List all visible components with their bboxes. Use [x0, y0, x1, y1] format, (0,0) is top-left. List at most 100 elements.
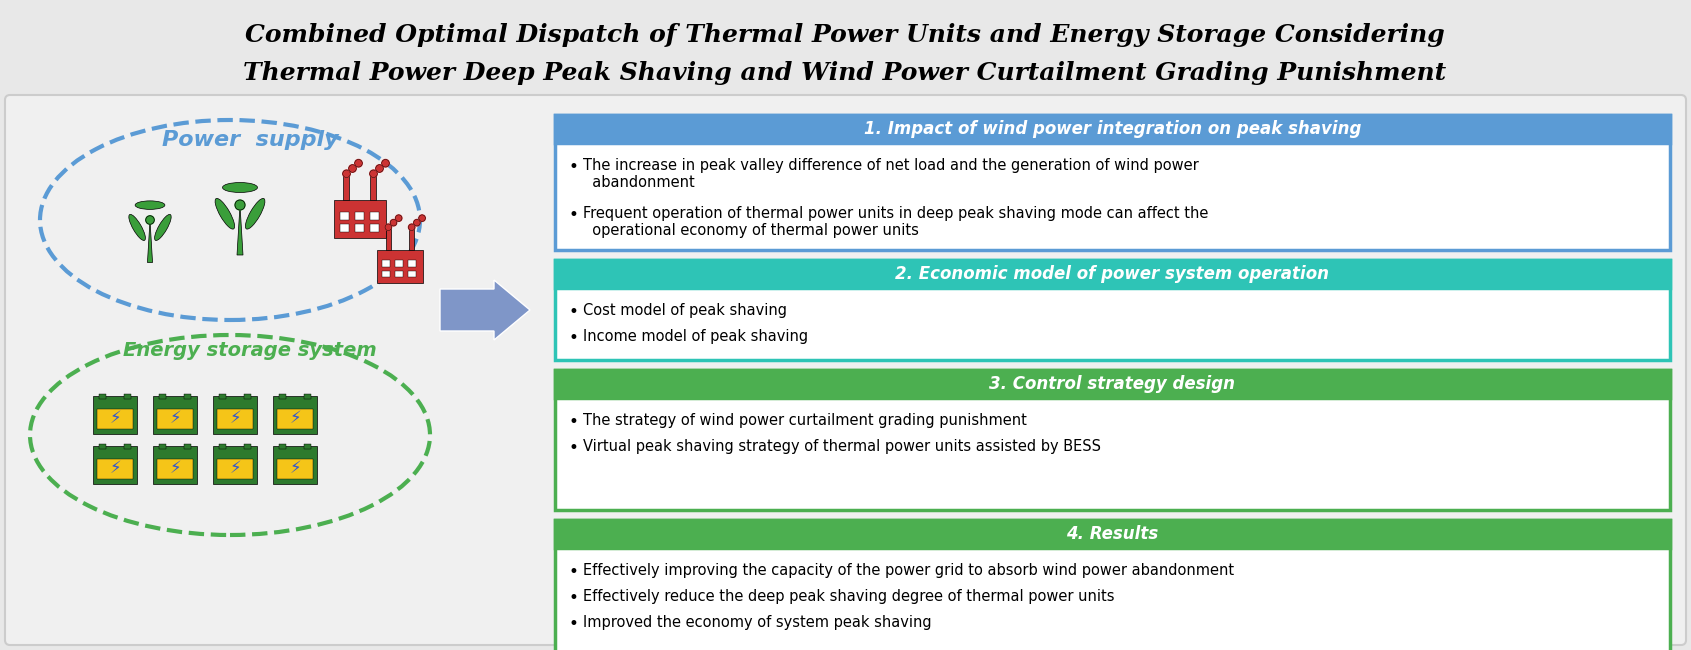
FancyBboxPatch shape	[355, 212, 364, 220]
Text: ⚡: ⚡	[110, 459, 120, 476]
Ellipse shape	[154, 214, 171, 240]
Text: ⚡: ⚡	[230, 409, 240, 426]
FancyBboxPatch shape	[370, 224, 379, 231]
Text: ⚡: ⚡	[289, 459, 301, 476]
Text: Combined Optimal Dispatch of Thermal Power Units and Energy Storage Considering: Combined Optimal Dispatch of Thermal Pow…	[245, 23, 1444, 47]
FancyBboxPatch shape	[123, 445, 130, 448]
Circle shape	[370, 170, 377, 177]
Text: Frequent operation of thermal power units in deep peak shaving mode can affect t: Frequent operation of thermal power unit…	[583, 206, 1209, 239]
FancyBboxPatch shape	[555, 260, 1671, 288]
FancyBboxPatch shape	[220, 395, 227, 399]
FancyBboxPatch shape	[555, 520, 1671, 650]
Text: •: •	[568, 206, 578, 224]
FancyBboxPatch shape	[184, 395, 191, 399]
Text: 2. Economic model of power system operation: 2. Economic model of power system operat…	[896, 265, 1329, 283]
FancyBboxPatch shape	[279, 395, 286, 399]
FancyBboxPatch shape	[244, 445, 250, 448]
Text: ⚡: ⚡	[169, 459, 181, 476]
Circle shape	[391, 220, 397, 226]
Ellipse shape	[135, 201, 166, 209]
FancyBboxPatch shape	[159, 395, 166, 399]
Polygon shape	[147, 220, 152, 263]
Circle shape	[396, 215, 402, 222]
FancyBboxPatch shape	[377, 250, 423, 283]
Text: •: •	[568, 158, 578, 176]
FancyBboxPatch shape	[555, 520, 1671, 548]
FancyBboxPatch shape	[340, 224, 348, 231]
FancyBboxPatch shape	[218, 459, 252, 480]
FancyBboxPatch shape	[370, 174, 377, 200]
Text: ⚡: ⚡	[169, 409, 181, 426]
Text: •: •	[568, 439, 578, 457]
Text: •: •	[568, 615, 578, 633]
FancyBboxPatch shape	[333, 200, 386, 237]
FancyBboxPatch shape	[157, 409, 193, 430]
Text: Cost model of peak shaving: Cost model of peak shaving	[583, 303, 786, 318]
FancyBboxPatch shape	[98, 459, 132, 480]
Circle shape	[235, 200, 245, 210]
Text: Energy storage system: Energy storage system	[123, 341, 377, 359]
FancyBboxPatch shape	[355, 224, 364, 231]
FancyBboxPatch shape	[343, 174, 350, 200]
FancyBboxPatch shape	[159, 445, 166, 448]
FancyBboxPatch shape	[5, 95, 1686, 645]
FancyBboxPatch shape	[409, 227, 414, 250]
Circle shape	[419, 215, 426, 222]
FancyBboxPatch shape	[555, 370, 1671, 510]
Circle shape	[414, 220, 419, 226]
FancyBboxPatch shape	[304, 395, 311, 399]
FancyBboxPatch shape	[218, 409, 252, 430]
Text: •: •	[568, 329, 578, 347]
Ellipse shape	[129, 214, 145, 240]
Polygon shape	[237, 205, 244, 255]
Circle shape	[145, 216, 154, 224]
FancyBboxPatch shape	[184, 445, 191, 448]
Ellipse shape	[215, 198, 235, 229]
FancyBboxPatch shape	[555, 115, 1671, 250]
Text: Income model of peak shaving: Income model of peak shaving	[583, 329, 808, 344]
FancyBboxPatch shape	[382, 271, 391, 278]
FancyBboxPatch shape	[340, 212, 348, 220]
FancyBboxPatch shape	[213, 446, 257, 484]
Text: 4. Results: 4. Results	[1067, 525, 1158, 543]
FancyBboxPatch shape	[100, 445, 107, 448]
FancyBboxPatch shape	[272, 396, 318, 434]
Ellipse shape	[223, 183, 257, 192]
Text: ⚡: ⚡	[110, 409, 120, 426]
Polygon shape	[440, 280, 529, 340]
Text: The increase in peak valley difference of net load and the generation of wind po: The increase in peak valley difference o…	[583, 158, 1199, 190]
Text: Power  supply: Power supply	[162, 130, 338, 150]
Text: •: •	[568, 563, 578, 581]
FancyBboxPatch shape	[382, 261, 391, 267]
Circle shape	[355, 159, 362, 167]
FancyBboxPatch shape	[386, 227, 391, 250]
Circle shape	[348, 164, 357, 172]
FancyBboxPatch shape	[220, 445, 227, 448]
FancyBboxPatch shape	[93, 396, 137, 434]
Circle shape	[386, 224, 392, 231]
Text: Effectively reduce the deep peak shaving degree of thermal power units: Effectively reduce the deep peak shaving…	[583, 589, 1114, 604]
FancyBboxPatch shape	[555, 260, 1671, 360]
Text: •: •	[568, 589, 578, 607]
Circle shape	[382, 159, 389, 167]
FancyBboxPatch shape	[396, 271, 402, 278]
FancyBboxPatch shape	[409, 271, 416, 278]
Text: Effectively improving the capacity of the power grid to absorb wind power abando: Effectively improving the capacity of th…	[583, 563, 1234, 578]
Text: Improved the economy of system peak shaving: Improved the economy of system peak shav…	[583, 615, 932, 630]
FancyBboxPatch shape	[213, 396, 257, 434]
Text: Thermal Power Deep Peak Shaving and Wind Power Curtailment Grading Punishment: Thermal Power Deep Peak Shaving and Wind…	[244, 61, 1446, 85]
Circle shape	[343, 170, 350, 177]
FancyBboxPatch shape	[396, 261, 402, 267]
FancyBboxPatch shape	[93, 446, 137, 484]
FancyBboxPatch shape	[244, 395, 250, 399]
FancyBboxPatch shape	[304, 445, 311, 448]
Text: 3. Control strategy design: 3. Control strategy design	[989, 375, 1236, 393]
Text: 1. Impact of wind power integration on peak shaving: 1. Impact of wind power integration on p…	[864, 120, 1361, 138]
Text: ⚡: ⚡	[289, 409, 301, 426]
Circle shape	[409, 224, 414, 231]
FancyBboxPatch shape	[370, 212, 379, 220]
FancyBboxPatch shape	[279, 445, 286, 448]
FancyBboxPatch shape	[98, 409, 132, 430]
FancyBboxPatch shape	[409, 261, 416, 267]
FancyBboxPatch shape	[152, 446, 198, 484]
